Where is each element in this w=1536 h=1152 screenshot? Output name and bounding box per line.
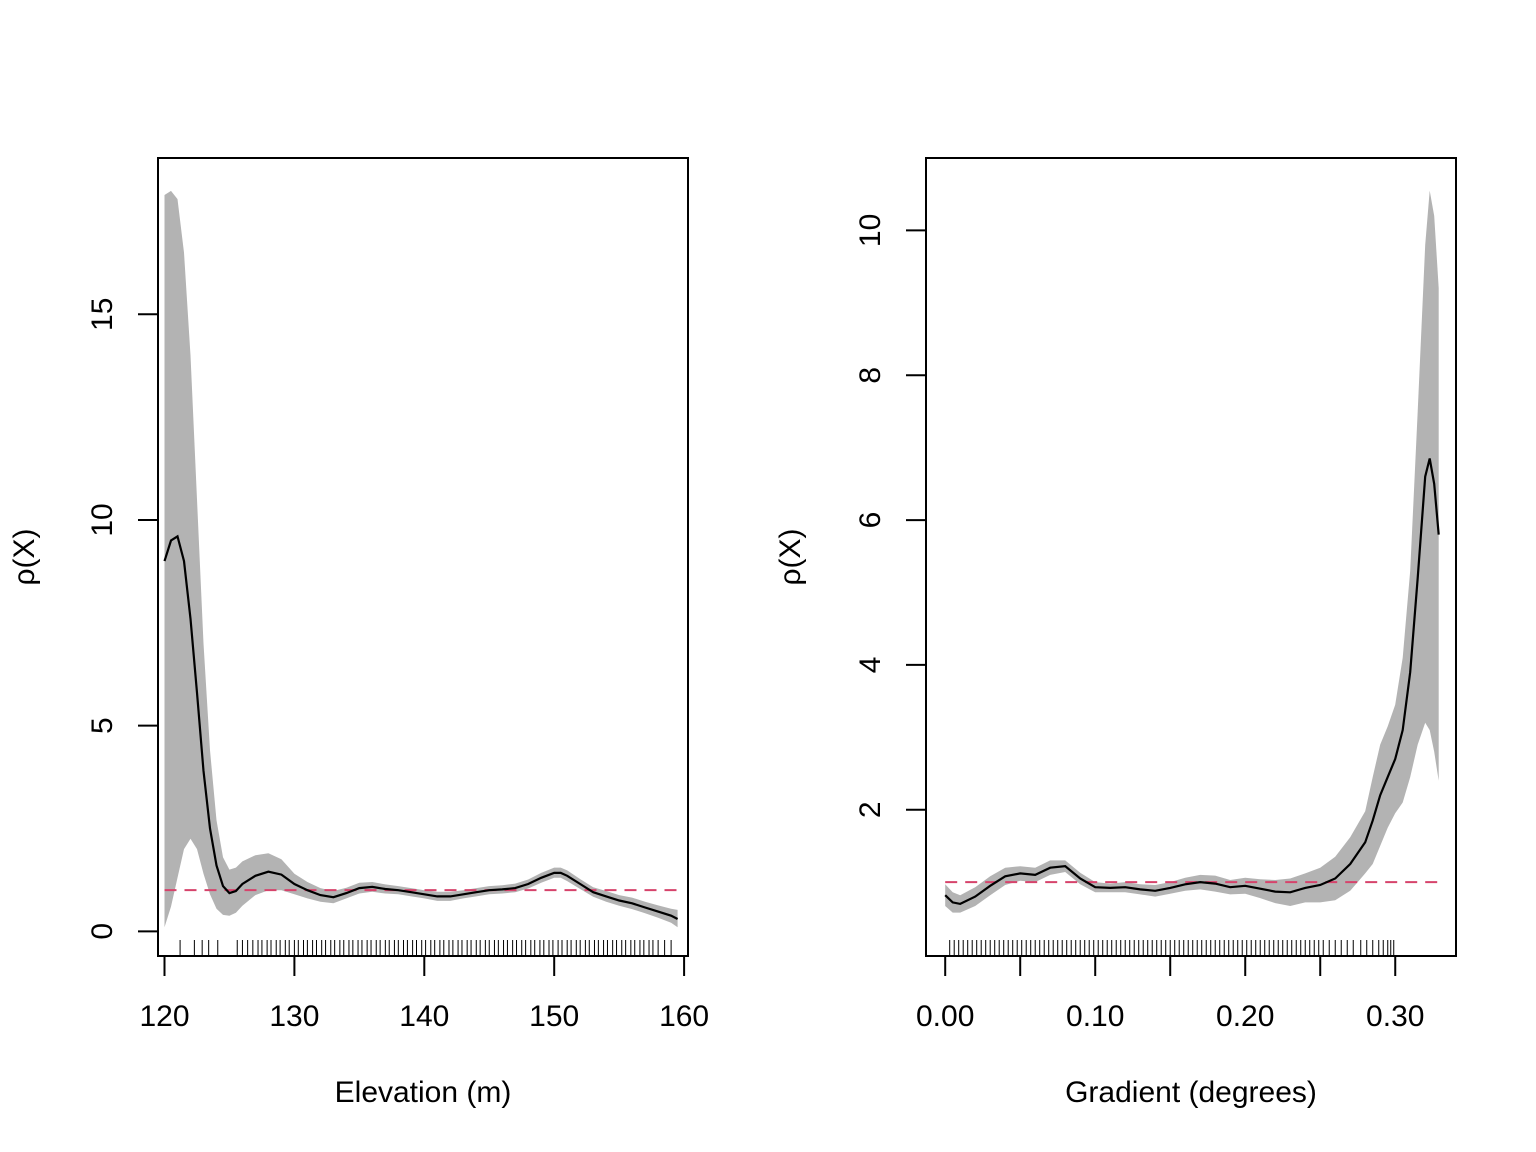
confidence-band bbox=[164, 190, 678, 928]
x-tick-label: 160 bbox=[659, 1000, 709, 1033]
confidence-band bbox=[945, 190, 1439, 913]
x-tick-label: 130 bbox=[269, 1000, 319, 1033]
x-tick-label: 150 bbox=[529, 1000, 579, 1033]
y-axis-title: ρ(X) bbox=[8, 528, 41, 585]
rug bbox=[949, 940, 1395, 956]
x-axis-title: Elevation (m) bbox=[335, 1076, 512, 1109]
y-tick-label: 0 bbox=[86, 923, 119, 940]
x-axis: 0.00 0.10 0.20 0.30 bbox=[916, 955, 1424, 1033]
y-axis: 2 4 6 8 10 bbox=[854, 214, 927, 818]
x-tick-label: 0.10 bbox=[1066, 1000, 1124, 1033]
y-tick-label: 10 bbox=[854, 214, 887, 247]
y-tick-label: 6 bbox=[854, 512, 887, 529]
x-axis: 120 130 140 150 160 bbox=[139, 955, 709, 1033]
y-axis: 0 5 10 15 bbox=[86, 298, 159, 940]
x-tick-label: 120 bbox=[139, 1000, 189, 1033]
x-tick-label: 140 bbox=[399, 1000, 449, 1033]
gradient-panel: 0.00 0.10 0.20 0.30 2 4 6 8 10 Gradient (degrees)… bbox=[774, 157, 1457, 1109]
x-tick-label: 0.00 bbox=[916, 1000, 974, 1033]
x-axis-title: Gradient (degrees) bbox=[1065, 1076, 1317, 1109]
elevation-panel: 120 130 140 150 160 0 5 10 15 Elevation (m) ρ(X) bbox=[8, 157, 709, 1109]
plot-frame bbox=[157, 157, 689, 957]
y-axis-title: ρ(X) bbox=[774, 528, 807, 585]
x-tick-label: 0.20 bbox=[1216, 1000, 1274, 1033]
y-tick-label: 10 bbox=[86, 503, 119, 536]
y-tick-label: 5 bbox=[86, 717, 119, 734]
x-tick-label: 0.30 bbox=[1366, 1000, 1424, 1033]
y-tick-label: 2 bbox=[854, 801, 887, 818]
y-tick-label: 15 bbox=[86, 298, 119, 331]
estimate-line bbox=[163, 534, 679, 920]
estimate-line bbox=[944, 458, 1440, 906]
y-tick-label: 8 bbox=[854, 367, 887, 384]
y-tick-label: 4 bbox=[854, 657, 887, 674]
rug bbox=[179, 940, 672, 956]
